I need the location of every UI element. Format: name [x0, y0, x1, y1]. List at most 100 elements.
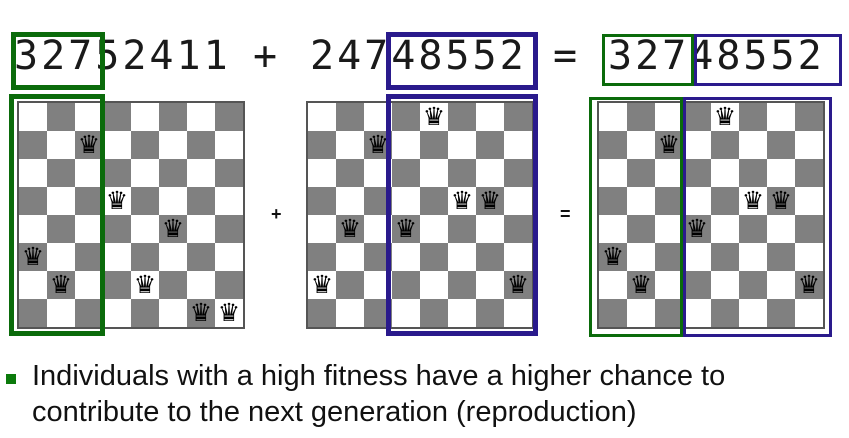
board-square — [655, 243, 683, 271]
parent1-board-column-highlight — [9, 94, 105, 336]
plus-operator: + — [253, 33, 278, 79]
queen-icon: ♛ — [478, 186, 502, 215]
queen-icon: ♛ — [366, 130, 390, 159]
board-square — [392, 159, 420, 187]
board-square — [683, 243, 711, 271]
equals-operator: = — [553, 33, 578, 79]
board-square — [19, 243, 47, 271]
board-square — [504, 299, 532, 327]
child-sequence: 32748552 — [608, 33, 825, 79]
board-square — [627, 243, 655, 271]
board-square — [103, 103, 131, 131]
board-square — [504, 215, 532, 243]
board-square — [308, 271, 336, 299]
board-square — [739, 243, 767, 271]
board-square — [392, 271, 420, 299]
queen-icon: ♛ — [741, 186, 765, 215]
board-square — [599, 159, 627, 187]
board-square — [711, 103, 739, 131]
board-square — [504, 243, 532, 271]
queen-icon: ♛ — [133, 270, 157, 299]
board-square — [627, 299, 655, 327]
board-square — [75, 103, 103, 131]
board-square — [336, 243, 364, 271]
board-square — [187, 215, 215, 243]
board-square — [187, 131, 215, 159]
board-square — [131, 103, 159, 131]
queen-icon: ♛ — [713, 102, 737, 131]
board-square — [131, 215, 159, 243]
board-square — [131, 131, 159, 159]
board-square — [683, 271, 711, 299]
board-square — [187, 243, 215, 271]
board-square — [476, 271, 504, 299]
board-square — [215, 187, 243, 215]
parent2-board-column-highlight — [386, 94, 538, 336]
board-square — [159, 103, 187, 131]
board-square — [655, 187, 683, 215]
board-square — [47, 159, 75, 187]
board-square — [655, 103, 683, 131]
board-square — [19, 159, 47, 187]
board-square — [215, 131, 243, 159]
board-square — [75, 271, 103, 299]
board-square — [795, 299, 823, 327]
board-square — [448, 131, 476, 159]
board-square — [187, 271, 215, 299]
board-square — [75, 243, 103, 271]
queen-icon: ♛ — [769, 186, 793, 215]
board-square — [448, 159, 476, 187]
board-square — [627, 159, 655, 187]
board-square — [683, 159, 711, 187]
board-equals-operator: = — [560, 204, 571, 224]
board-square — [159, 187, 187, 215]
queen-icon: ♛ — [105, 186, 129, 215]
board-square — [336, 271, 364, 299]
board-square — [711, 243, 739, 271]
board-square — [131, 187, 159, 215]
queen-icon: ♛ — [161, 214, 185, 243]
board-square — [103, 271, 131, 299]
board-square — [504, 159, 532, 187]
board-square — [420, 271, 448, 299]
board-square — [159, 131, 187, 159]
queen-icon: ♛ — [217, 298, 241, 327]
board-square — [159, 215, 187, 243]
board-square — [795, 131, 823, 159]
board-square — [711, 271, 739, 299]
child-board-suffix-highlight — [683, 97, 832, 337]
board-square — [420, 103, 448, 131]
queen-icon: ♛ — [450, 186, 474, 215]
board-square — [19, 215, 47, 243]
board-square — [47, 299, 75, 327]
board-square — [103, 131, 131, 159]
board-square — [767, 131, 795, 159]
parent2-board: ♛ ♛ ♛ ♛ ♛ ♛ ♛ ♛ — [306, 101, 534, 329]
board-square — [739, 159, 767, 187]
board-square — [336, 159, 364, 187]
board-square — [599, 131, 627, 159]
board-square — [767, 159, 795, 187]
queen-icon: ♛ — [338, 214, 362, 243]
board-square — [19, 271, 47, 299]
board-square — [215, 103, 243, 131]
board-square — [767, 103, 795, 131]
board-square — [627, 131, 655, 159]
board-square — [47, 103, 75, 131]
board-square — [448, 271, 476, 299]
board-square — [47, 271, 75, 299]
board-square — [739, 215, 767, 243]
board-square — [739, 271, 767, 299]
board-square — [75, 299, 103, 327]
board-square — [767, 215, 795, 243]
board-square — [683, 187, 711, 215]
board-square — [711, 215, 739, 243]
board-square — [767, 271, 795, 299]
board-square — [308, 187, 336, 215]
board-square — [420, 131, 448, 159]
board-square — [448, 299, 476, 327]
child-suffix-highlight — [694, 34, 842, 86]
board-square — [19, 187, 47, 215]
board-square — [476, 215, 504, 243]
board-square — [504, 131, 532, 159]
